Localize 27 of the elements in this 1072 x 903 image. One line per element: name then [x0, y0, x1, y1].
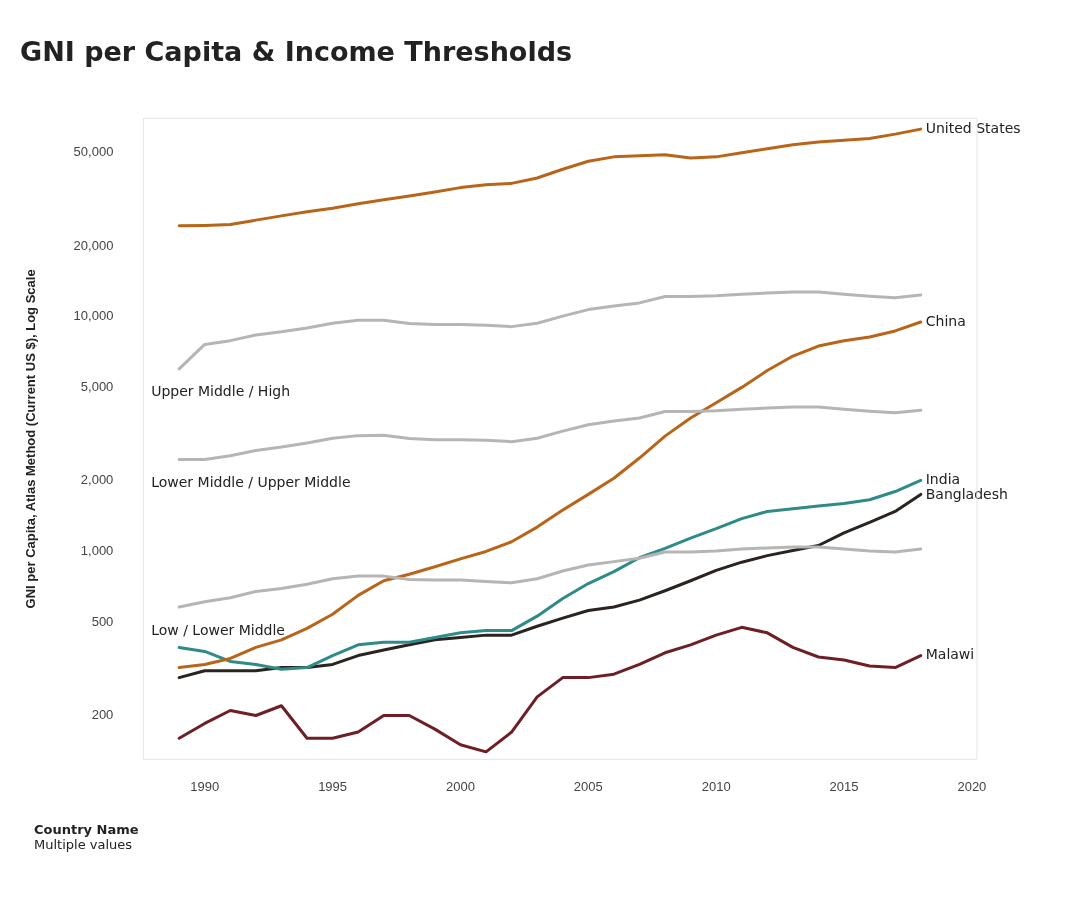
y-tick-label: 2,000 — [80, 472, 114, 488]
y-tick-label: 50,000 — [73, 144, 114, 160]
y-tick-label: 20,000 — [73, 237, 114, 253]
x-tick-label: 1995 — [318, 778, 348, 794]
x-tick-label: 2005 — [573, 778, 603, 794]
x-tick-label: 2020 — [957, 778, 987, 794]
series-label: China — [925, 312, 966, 329]
annotation: Low / Lower Middle — [151, 621, 285, 638]
series-label: Malawi — [925, 646, 975, 663]
y-tick-label: 200 — [91, 707, 114, 723]
y-tick-label: 10,000 — [73, 308, 114, 324]
annotation: Lower Middle / Upper Middle — [151, 474, 351, 491]
x-tick-label: 1990 — [190, 778, 220, 794]
x-tick-label: 2015 — [829, 778, 859, 794]
series-label: India — [925, 470, 961, 487]
annotation: Upper Middle / High — [151, 383, 291, 400]
series-label: United States — [925, 119, 1021, 136]
y-tick-label: 500 — [91, 613, 114, 629]
text: Country Name — [34, 822, 139, 837]
series-label: Bangladesh — [925, 485, 1008, 502]
y-tick-label: 1,000 — [80, 543, 114, 559]
text: Multiple values — [34, 837, 134, 852]
x-tick-label: 2000 — [445, 778, 475, 794]
chart-title: GNI per Capita & Income Thresholds — [20, 36, 573, 68]
x-tick-label: 2010 — [701, 778, 731, 794]
y-tick-label: 5,000 — [80, 378, 114, 394]
y-axis-title: GNI per Capita, Atlas Method (Current US $), Log Scale — [23, 269, 39, 609]
